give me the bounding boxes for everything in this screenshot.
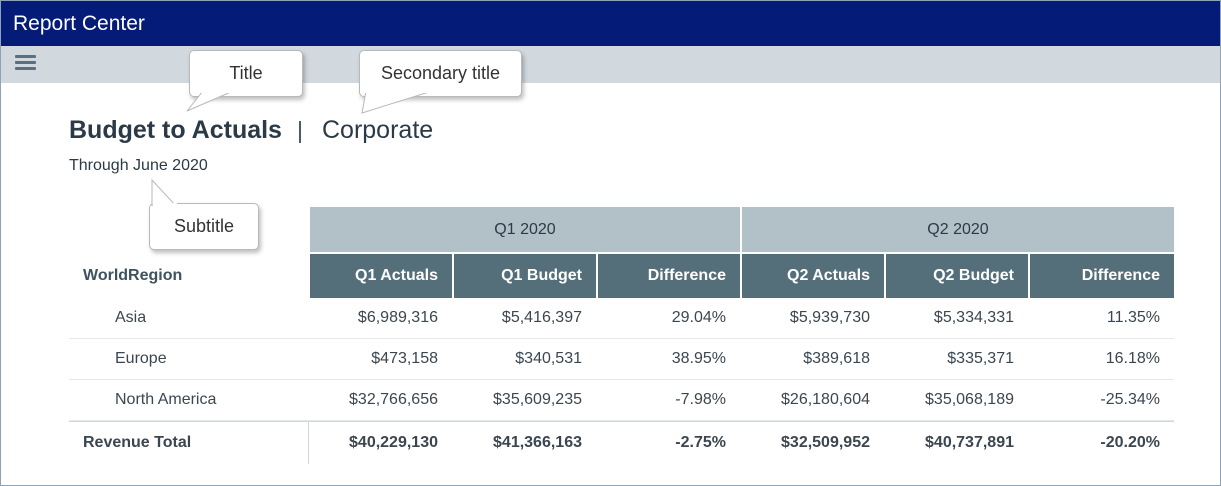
app-title: Report Center bbox=[13, 12, 145, 35]
callout-secondary-text: Secondary title bbox=[380, 63, 501, 83]
callout-title-text: Title bbox=[229, 63, 263, 83]
callout-pointer bbox=[151, 178, 177, 206]
total-value: $40,229,130 bbox=[349, 434, 438, 451]
column-header-q2-difference[interactable]: Difference bbox=[1030, 254, 1174, 298]
cell-value: $6,989,316 bbox=[357, 309, 438, 326]
row-header-label[interactable]: WorldRegion bbox=[83, 267, 183, 284]
table-row: North America $32,766,656 $35,609,235 -7… bbox=[69, 380, 1174, 421]
report-title: Budget to Actuals bbox=[69, 116, 282, 144]
total-value: $32,509,952 bbox=[781, 434, 870, 451]
cell-value: $473,158 bbox=[371, 350, 438, 367]
column-header-q2-budget[interactable]: Q2 Budget bbox=[886, 254, 1028, 298]
table-row: Europe $473,158 $340,531 38.95% $389,618… bbox=[69, 339, 1174, 380]
cell-value: $35,068,189 bbox=[925, 391, 1014, 408]
callout-title: Title bbox=[186, 50, 303, 112]
table-row: Asia $6,989,316 $5,416,397 29.04% $5,939… bbox=[69, 298, 1174, 339]
callout-secondary-title: Secondary title bbox=[359, 50, 522, 114]
cell-value: $35,609,235 bbox=[493, 391, 582, 408]
hamburger-menu-icon[interactable] bbox=[15, 54, 37, 72]
callout-pointer bbox=[361, 91, 434, 114]
callout-subtitle: Subtitle bbox=[149, 178, 259, 250]
cell-value: $5,416,397 bbox=[501, 309, 582, 326]
total-row-label: Revenue Total bbox=[83, 434, 192, 451]
row-label: Asia bbox=[115, 309, 147, 326]
cell-value: 16.18% bbox=[1105, 350, 1160, 367]
cell-value: $26,180,604 bbox=[781, 391, 870, 408]
total-value: -2.75% bbox=[675, 434, 726, 451]
report-subtitle: Through June 2020 bbox=[69, 157, 208, 174]
cell-value: $32,766,656 bbox=[349, 391, 438, 408]
group-header-q2: Q2 2020 bbox=[742, 207, 1174, 252]
cell-value: $340,531 bbox=[515, 350, 582, 367]
cell-value: $389,618 bbox=[803, 350, 870, 367]
cell-value: -25.34% bbox=[1100, 391, 1160, 408]
cell-value: 29.04% bbox=[671, 309, 726, 326]
total-row-divider bbox=[308, 422, 309, 464]
cell-value: $5,334,331 bbox=[933, 309, 1014, 326]
column-header-q1-budget[interactable]: Q1 Budget bbox=[454, 254, 596, 298]
callout-pointer bbox=[186, 91, 235, 112]
cell-value: 11.35% bbox=[1106, 309, 1160, 326]
callout-subtitle-text: Subtitle bbox=[173, 216, 235, 236]
group-header-q1: Q1 2020 bbox=[310, 207, 740, 252]
total-value: $40,737,891 bbox=[925, 434, 1014, 451]
total-value: $41,366,163 bbox=[493, 434, 582, 451]
column-header-q1-difference[interactable]: Difference bbox=[598, 254, 740, 298]
toolbar bbox=[1, 46, 1220, 83]
column-header-q2-actuals[interactable]: Q2 Actuals bbox=[742, 254, 884, 298]
cell-value: $5,939,730 bbox=[789, 309, 870, 326]
row-label: North America bbox=[115, 391, 217, 408]
title-separator bbox=[299, 121, 301, 143]
row-label: Europe bbox=[115, 350, 167, 367]
cell-value: 38.95% bbox=[671, 350, 726, 367]
column-header-q1-actuals[interactable]: Q1 Actuals bbox=[310, 254, 452, 298]
report-secondary-title: Corporate bbox=[322, 116, 434, 144]
cell-value: -7.98% bbox=[675, 391, 726, 408]
total-value: -20.20% bbox=[1100, 434, 1160, 451]
total-row: Revenue Total $40,229,130 $41,366,163 -2… bbox=[69, 421, 1174, 464]
cell-value: $335,371 bbox=[947, 350, 1014, 367]
app-title-bar: Report Center bbox=[1, 1, 1220, 46]
